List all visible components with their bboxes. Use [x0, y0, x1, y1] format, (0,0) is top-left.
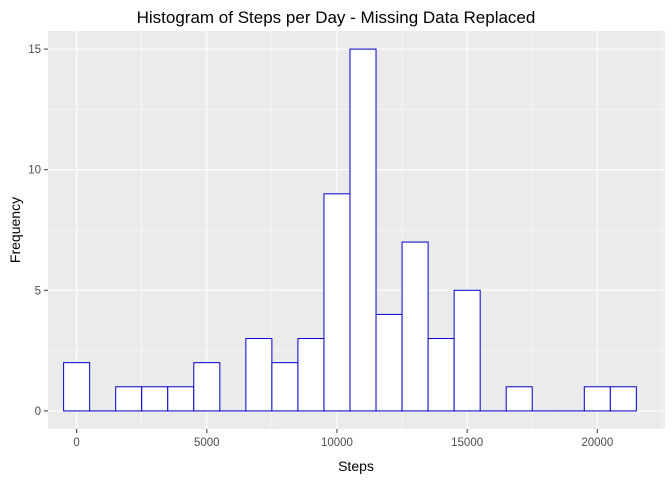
histogram-bars: [63, 48, 637, 412]
histogram-bar: [245, 338, 273, 412]
chart-title: Histogram of Steps per Day - Missing Dat…: [137, 8, 536, 27]
y-tick-label: 15: [28, 44, 41, 56]
histogram-bar: [583, 386, 611, 412]
histogram-bar: [115, 386, 143, 412]
x-tick-label: 10000: [321, 437, 353, 449]
x-tick-label: 20000: [581, 437, 613, 449]
y-tick-label: 5: [35, 285, 41, 297]
x-axis: 0 5000 10000 15000 20000: [73, 429, 613, 449]
histogram-bar: [375, 313, 403, 412]
y-axis-title: Frequency: [7, 197, 23, 263]
histogram-bar: [323, 193, 351, 412]
x-tick-label: 5000: [194, 437, 220, 449]
histogram-bar: [505, 386, 533, 412]
histogram-bar: [141, 386, 169, 412]
histogram-bar: [167, 386, 195, 412]
histogram-bar: [63, 362, 91, 412]
x-tick-label: 0: [73, 437, 79, 449]
histogram-bar: [427, 338, 455, 412]
histogram-bar: [193, 362, 221, 412]
x-axis-title: Steps: [338, 458, 374, 474]
histogram-bar: [349, 48, 377, 412]
histogram-bar: [401, 241, 429, 412]
histogram-bar: [297, 338, 325, 412]
histogram-bar: [271, 362, 299, 412]
y-tick-label: 10: [28, 165, 41, 177]
x-tick-label: 15000: [451, 437, 483, 449]
histogram-bar: [453, 289, 481, 412]
histogram-bar: [609, 386, 637, 412]
y-axis: 0 5 10 15: [28, 44, 48, 418]
y-tick-label: 0: [35, 406, 41, 418]
